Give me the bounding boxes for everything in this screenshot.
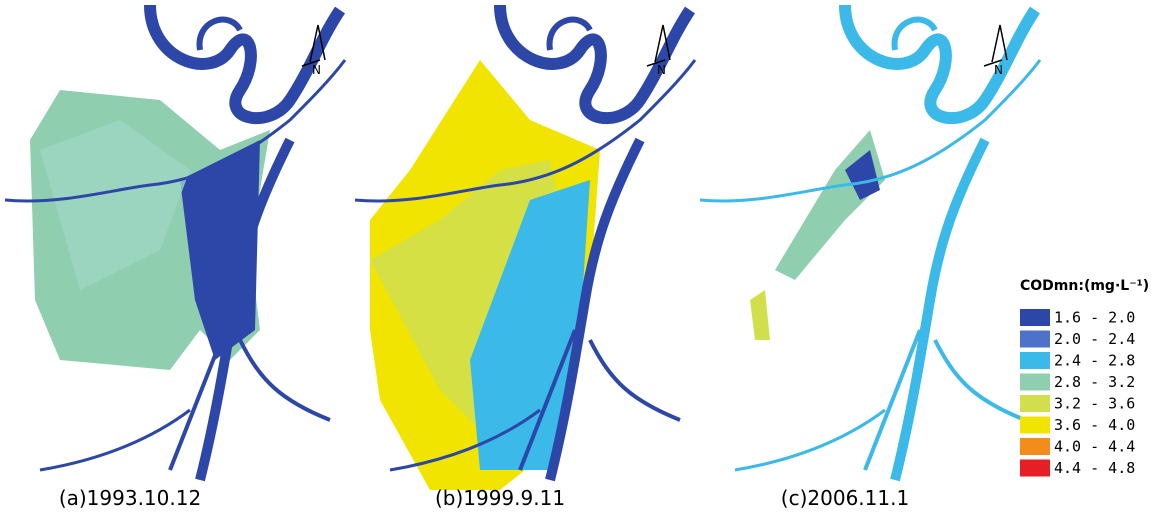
map-panel xyxy=(355,5,695,490)
legend-swatch xyxy=(1020,417,1050,434)
legend-label: 2.0 - 2.4 xyxy=(1054,330,1135,348)
north-label: N xyxy=(657,63,666,77)
north-label: N xyxy=(994,63,1003,77)
legend-swatch xyxy=(1020,331,1050,348)
legend-swatch xyxy=(1020,395,1050,412)
map-panel xyxy=(5,5,345,480)
legend-swatch xyxy=(1020,374,1050,391)
legend-swatch xyxy=(1020,460,1050,477)
legend-label: 3.2 - 3.6 xyxy=(1054,395,1135,413)
legend-label: 3.6 - 4.0 xyxy=(1054,416,1135,434)
legend-swatch xyxy=(1020,309,1050,326)
north-label: N xyxy=(312,63,321,77)
legend-title: CODmn:(mg·L⁻¹) xyxy=(1020,278,1149,294)
panel-caption: (a)1993.10.12 xyxy=(59,486,201,510)
figure: N N N (a)1993.10.12 (b)1999.9.11 (c)2006… xyxy=(0,0,1160,512)
legend-label: 2.8 - 3.2 xyxy=(1054,373,1135,391)
panel-caption: (c)2006.11.1 xyxy=(781,486,909,510)
legend-label: 4.0 - 4.4 xyxy=(1054,438,1135,456)
legend-label: 2.4 - 2.8 xyxy=(1054,352,1135,370)
legend-label: 1.6 - 2.0 xyxy=(1054,309,1135,327)
legend-swatch xyxy=(1020,438,1050,455)
panel-caption: (b)1999.9.11 xyxy=(435,486,565,510)
map-panel xyxy=(700,5,1040,480)
legend-label: 4.4 - 4.8 xyxy=(1054,459,1135,477)
legend-swatch xyxy=(1020,352,1050,369)
